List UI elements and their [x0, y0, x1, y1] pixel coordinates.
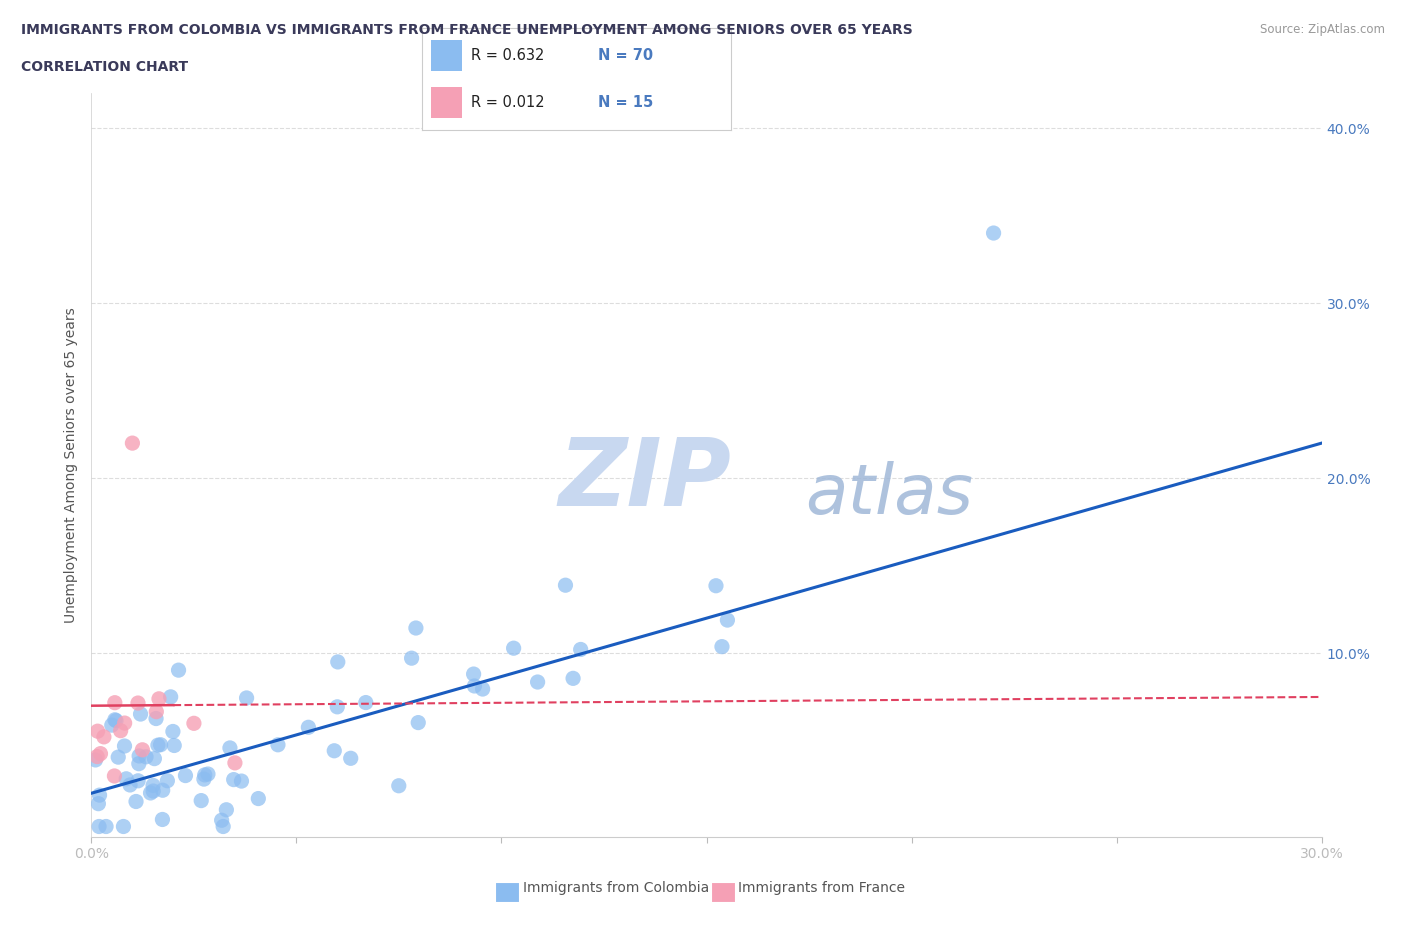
Point — [267, 737, 290, 752]
Point — [152, 812, 174, 827]
Bar — [432, 87, 463, 118]
Point — [183, 716, 205, 731]
Point — [156, 773, 179, 788]
Point — [114, 715, 136, 730]
Point — [710, 639, 733, 654]
Point — [716, 613, 738, 628]
Text: R = 0.012: R = 0.012 — [471, 95, 546, 110]
Point — [704, 578, 727, 593]
Point — [127, 696, 149, 711]
Text: N = 15: N = 15 — [598, 95, 654, 110]
Point — [326, 655, 349, 670]
Point — [194, 767, 217, 782]
Point — [86, 750, 108, 764]
Point — [103, 768, 125, 783]
Point — [114, 738, 136, 753]
Point — [405, 620, 427, 635]
Point — [339, 751, 361, 765]
Point — [174, 768, 197, 783]
Point — [87, 796, 110, 811]
Point — [406, 715, 429, 730]
Point — [149, 737, 172, 752]
Point — [212, 819, 235, 834]
Text: Immigrants from France: Immigrants from France — [738, 881, 905, 896]
Point — [93, 729, 115, 744]
Point — [107, 750, 129, 764]
Point — [463, 667, 485, 682]
Point — [129, 707, 152, 722]
Point — [167, 663, 190, 678]
Point — [145, 704, 167, 719]
Point — [471, 682, 494, 697]
Point — [193, 772, 215, 787]
Point — [131, 742, 153, 757]
Point — [139, 786, 162, 801]
Point — [128, 756, 150, 771]
Point — [190, 793, 212, 808]
Text: N = 70: N = 70 — [598, 48, 654, 63]
Text: Immigrants from Colombia: Immigrants from Colombia — [523, 881, 709, 896]
Point — [401, 651, 423, 666]
Point — [104, 712, 127, 727]
Point — [231, 774, 253, 789]
Point — [162, 724, 184, 739]
Point — [197, 766, 219, 781]
Point — [562, 671, 585, 685]
Point — [224, 755, 246, 770]
Point — [101, 718, 124, 733]
Point — [84, 752, 107, 767]
Y-axis label: Unemployment Among Seniors over 65 years: Unemployment Among Seniors over 65 years — [65, 307, 79, 623]
Point — [323, 743, 346, 758]
Point — [143, 751, 166, 766]
Point — [148, 691, 170, 706]
Point — [89, 788, 111, 803]
Bar — [432, 40, 463, 71]
Text: atlas: atlas — [804, 461, 973, 528]
Text: CORRELATION CHART: CORRELATION CHART — [21, 60, 188, 74]
Point — [146, 737, 169, 752]
Point — [326, 699, 349, 714]
Point — [159, 689, 181, 704]
Point — [554, 578, 576, 592]
Point — [211, 813, 233, 828]
Point — [112, 819, 135, 834]
Point — [86, 724, 108, 738]
Point — [219, 740, 242, 755]
Point — [105, 713, 128, 728]
Point — [354, 695, 377, 710]
Point — [125, 794, 148, 809]
Point — [569, 642, 592, 657]
Point — [87, 819, 110, 834]
Text: ZIP: ZIP — [558, 434, 731, 525]
Point — [142, 778, 165, 793]
Point — [297, 720, 319, 735]
Point — [388, 778, 411, 793]
Point — [526, 674, 548, 689]
Text: R = 0.632: R = 0.632 — [471, 48, 544, 63]
Point — [121, 435, 143, 450]
Point — [163, 738, 186, 753]
Point — [118, 777, 141, 792]
Point — [215, 803, 238, 817]
Point — [104, 696, 127, 711]
Point — [128, 749, 150, 764]
Point — [142, 784, 165, 799]
Point — [247, 791, 270, 806]
Point — [135, 750, 157, 764]
Point — [89, 746, 111, 761]
Text: Source: ZipAtlas.com: Source: ZipAtlas.com — [1260, 23, 1385, 36]
Point — [502, 641, 524, 656]
Point — [983, 226, 1005, 241]
Point — [94, 819, 117, 834]
Point — [115, 771, 138, 786]
Point — [152, 783, 174, 798]
Point — [145, 711, 167, 726]
Point — [127, 774, 149, 789]
Point — [110, 724, 132, 738]
Text: IMMIGRANTS FROM COLOMBIA VS IMMIGRANTS FROM FRANCE UNEMPLOYMENT AMONG SENIORS OV: IMMIGRANTS FROM COLOMBIA VS IMMIGRANTS F… — [21, 23, 912, 37]
Point — [235, 690, 257, 705]
Point — [222, 772, 245, 787]
Point — [463, 679, 485, 694]
